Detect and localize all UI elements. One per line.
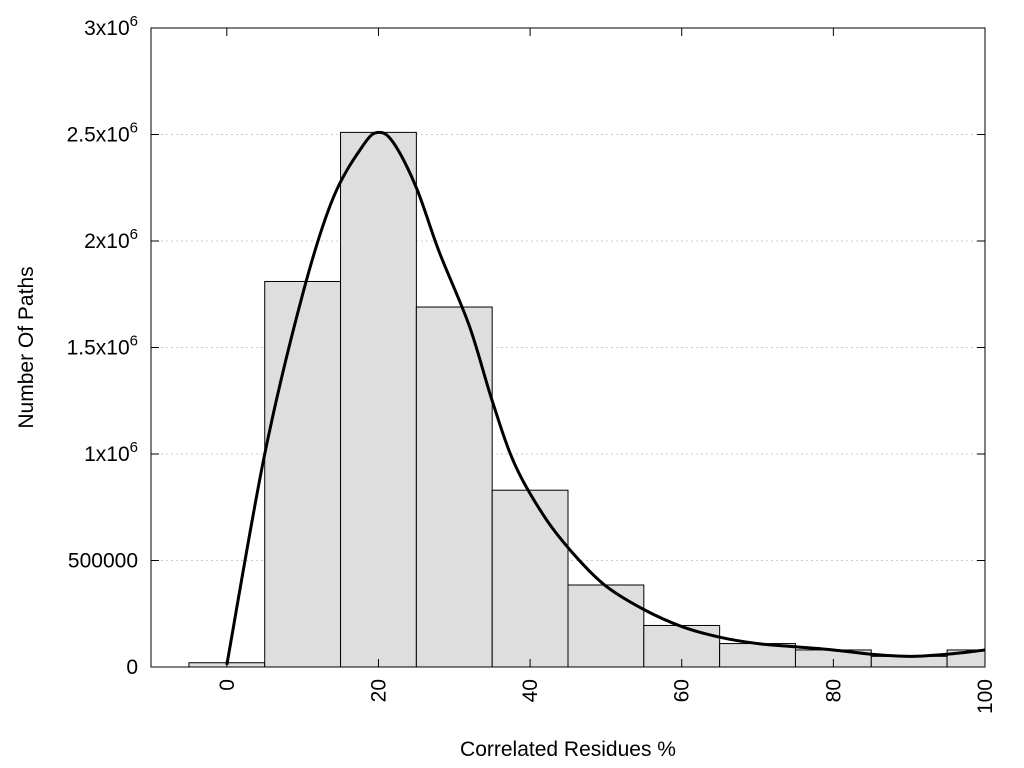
x-axis-ticks: 0 20 40 60 80 100 bbox=[216, 28, 997, 714]
y-tick-label: 3x106 bbox=[84, 13, 138, 40]
y-tick-label: 1.5x106 bbox=[67, 333, 138, 360]
fit-curve bbox=[225, 130, 986, 666]
x-tick-label: 60 bbox=[671, 679, 694, 702]
histogram-bar bbox=[491, 489, 569, 668]
y-tick-label: 2x106 bbox=[84, 226, 138, 253]
x-tick-label: 40 bbox=[519, 679, 542, 702]
x-tick-label: 0 bbox=[216, 679, 239, 691]
y-axis-label: Number Of Paths bbox=[15, 266, 38, 428]
x-tick-label: 80 bbox=[822, 679, 845, 702]
histogram-bar bbox=[870, 655, 948, 668]
y-tick-label: 2.5x106 bbox=[67, 120, 138, 147]
histogram-bar bbox=[340, 131, 417, 668]
y-tick-label: 0 bbox=[126, 656, 138, 679]
x-axis-label: Correlated Residues % bbox=[460, 738, 676, 761]
histogram-bar bbox=[415, 306, 493, 668]
histogram-bars bbox=[188, 131, 986, 668]
y-tick-label: 500000 bbox=[68, 550, 138, 573]
y-tick-label: 1x106 bbox=[84, 439, 138, 466]
fit-curve-layer bbox=[225, 130, 986, 666]
x-tick-label: 100 bbox=[974, 679, 997, 714]
y-axis-ticks: 0 500000 1x106 1.5x106 2x106 2.5x106 3x106 bbox=[67, 13, 985, 679]
x-tick-label: 20 bbox=[367, 679, 390, 702]
histogram-bar bbox=[567, 584, 645, 668]
histogram-bar bbox=[264, 280, 342, 668]
